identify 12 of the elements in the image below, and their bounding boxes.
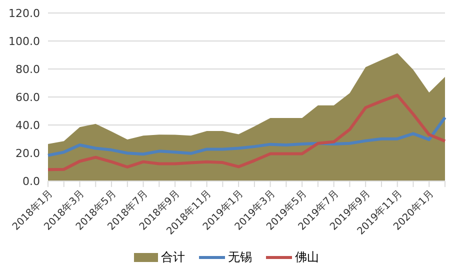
legend-label: 佛山 <box>295 249 319 266</box>
y-tick-label: 20.0 <box>16 146 40 160</box>
y-tick-label: 40.0 <box>16 118 40 132</box>
legend-label: 合计 <box>161 249 185 266</box>
y-tick-label: 0.0 <box>22 174 40 188</box>
y-tick-label: 100.0 <box>8 34 40 48</box>
legend-label: 无锡 <box>228 249 252 266</box>
y-tick-label: 120.0 <box>8 6 40 20</box>
line-series <box>46 116 446 157</box>
y-tick-label: 60.0 <box>16 90 40 104</box>
line-series <box>46 94 446 172</box>
y-tick-label: 80.0 <box>16 62 40 76</box>
